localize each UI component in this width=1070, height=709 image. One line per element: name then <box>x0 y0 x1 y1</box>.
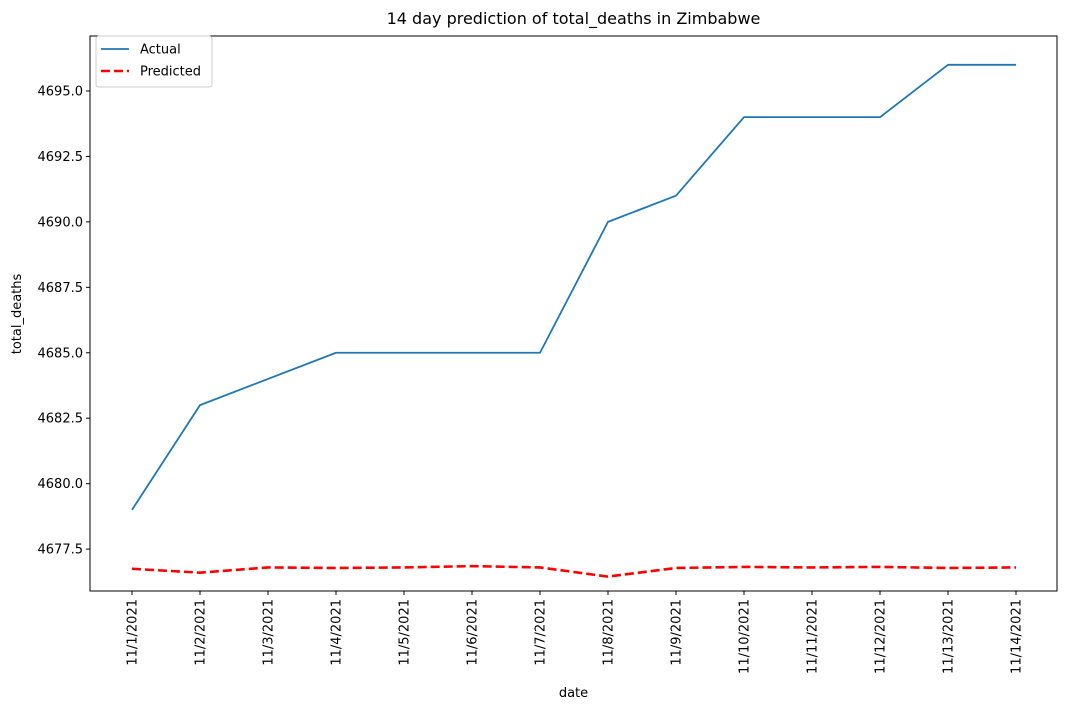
x-tick-label: 11/7/2021 <box>534 599 549 666</box>
y-tick-label: 4695.0 <box>38 84 84 99</box>
x-tick-label: 11/5/2021 <box>398 599 413 666</box>
legend-label-actual: Actual <box>140 43 181 58</box>
y-tick-label: 4682.5 <box>38 412 84 427</box>
y-tick-label: 4690.0 <box>38 215 84 230</box>
y-tick-label: 4692.5 <box>38 150 84 165</box>
y-tick-label: 4680.0 <box>38 477 84 492</box>
x-tick-label: 11/11/2021 <box>806 599 821 674</box>
y-tick-label: 4685.0 <box>38 346 84 361</box>
plot-area: 4677.5 4680.0 4682.5 4685.0 4687.5 4690.0 4692… <box>38 35 1058 674</box>
x-tick-label: 11/2/2021 <box>194 599 209 666</box>
series-line-predicted <box>131 564 1017 578</box>
y-tick-label: 4677.5 <box>38 543 84 558</box>
x-tick-label: 11/6/2021 <box>466 599 481 666</box>
x-tick-label: 11/1/2021 <box>126 599 141 666</box>
y-axis-label: total_deaths <box>10 274 25 355</box>
x-tick-label: 11/8/2021 <box>602 599 617 666</box>
x-tick-label: 11/4/2021 <box>330 599 345 666</box>
x-tick-label: 11/3/2021 <box>262 599 277 666</box>
y-tick-label: 4687.5 <box>38 281 84 296</box>
x-tick-label: 11/14/2021 <box>1010 599 1025 674</box>
plot-frame <box>89 35 1058 592</box>
x-axis-label: date <box>559 686 588 701</box>
series-line-actual <box>131 63 1016 511</box>
legend-label-predicted: Predicted <box>140 65 201 80</box>
x-tick-label: 11/10/2021 <box>738 599 753 674</box>
chart-title: 14 day prediction of total_deaths in Zim… <box>387 9 761 29</box>
x-tick-label: 11/12/2021 <box>874 599 889 674</box>
x-tick-label: 11/13/2021 <box>942 599 957 674</box>
x-tick-label: 11/9/2021 <box>670 599 685 666</box>
